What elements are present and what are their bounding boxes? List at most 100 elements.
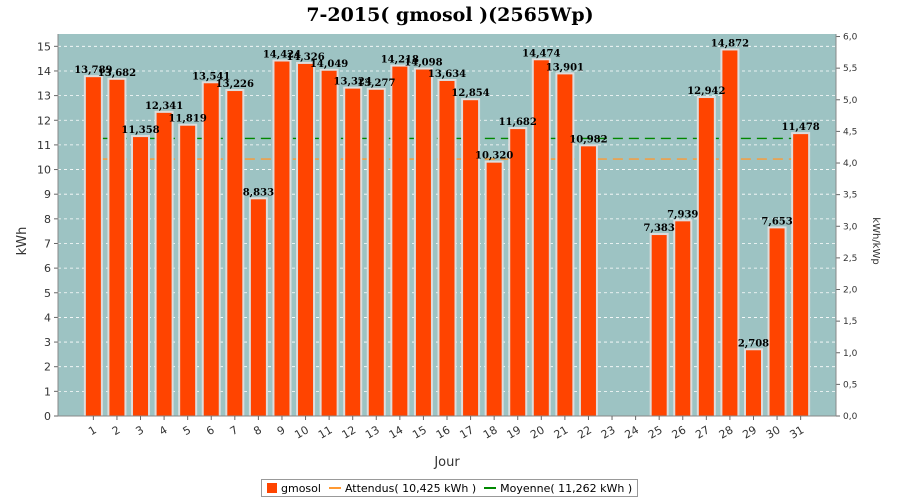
data-label: 12,942: [687, 86, 725, 97]
x-tick-label: 11: [316, 423, 335, 441]
y-tick-label: 13: [37, 90, 51, 103]
data-label: 7,939: [667, 209, 698, 220]
x-tick-label: 23: [599, 423, 618, 441]
bar: [133, 137, 149, 416]
data-label: 11,358: [121, 125, 159, 136]
x-tick-label: 26: [670, 423, 689, 441]
y-tick-label: 12: [37, 114, 51, 127]
y-right-tick-label: 2,5: [843, 254, 857, 264]
y-right-tick-label: 6,0: [843, 33, 858, 43]
data-label: 8,833: [243, 187, 274, 198]
legend-label-moyenne: Moyenne( 11,262 kWh ): [500, 481, 633, 495]
data-label: 10,320: [475, 151, 513, 162]
data-label: 14,218: [381, 55, 419, 66]
data-label: 14,872: [711, 38, 749, 49]
bar: [85, 77, 101, 416]
x-tick-label: 2: [110, 423, 123, 438]
bar: [486, 162, 502, 416]
data-label: 12,341: [145, 101, 183, 112]
x-tick-label: 9: [275, 423, 288, 438]
y-tick-label: 1: [44, 385, 51, 398]
data-label: 14,049: [310, 59, 348, 70]
bar: [227, 91, 243, 417]
bar: [109, 79, 125, 416]
data-label: 14,098: [404, 58, 442, 69]
data-label: 13,324: [334, 77, 372, 88]
x-tick-label: 28: [717, 423, 736, 441]
y-right-tick-label: 0,5: [843, 380, 857, 390]
y-tick-label: 11: [37, 139, 51, 152]
legend-label-attendus: Attendus( 10,425 kWh ): [344, 481, 477, 495]
bar: [180, 125, 196, 416]
x-tick-label: 8: [251, 423, 264, 438]
y-tick-label: 4: [44, 311, 51, 324]
x-tick-label: 18: [481, 423, 500, 441]
data-label: 13,541: [192, 71, 230, 82]
data-label: 7,653: [761, 216, 792, 227]
x-tick-label: 4: [157, 423, 170, 438]
bar: [651, 235, 667, 416]
legend-swatch-moyenne: [484, 487, 497, 489]
y-right-tick-label: 1,0: [843, 349, 858, 359]
y-right-tick-label: 1,5: [843, 317, 857, 327]
bar: [298, 63, 314, 417]
y-right-tick-label: 5,0: [843, 96, 858, 106]
data-label: 13,789: [74, 65, 112, 76]
x-tick-label: 1: [86, 423, 99, 438]
x-tick-label: 17: [457, 423, 476, 441]
bar: [557, 74, 573, 416]
bar: [345, 88, 361, 416]
bar: [580, 146, 596, 416]
data-label: 13,682: [98, 68, 136, 79]
y-right-tick-label: 4,5: [843, 127, 857, 137]
data-label: 11,682: [499, 117, 537, 128]
bar: [722, 50, 738, 416]
x-tick-label: 12: [340, 423, 359, 441]
y-right-tick-label: 4,0: [843, 159, 858, 169]
chart-title: 7-2015( gmosol )(2565Wp): [306, 4, 593, 26]
y-tick-label: 5: [44, 287, 51, 300]
x-tick-label: 5: [181, 423, 194, 438]
x-tick-label: 29: [740, 423, 759, 441]
bar: [793, 134, 809, 416]
bar: [250, 199, 266, 416]
bar: [533, 60, 549, 416]
x-tick-label: 24: [622, 423, 641, 441]
data-label: 7,383: [644, 223, 675, 234]
data-label: 13,901: [546, 62, 584, 73]
legend-swatch-attendus: [328, 487, 341, 489]
data-label: 14,326: [286, 52, 324, 63]
bar: [321, 70, 337, 416]
y-tick-label: 7: [44, 237, 51, 250]
bar: [463, 100, 479, 417]
x-tick-label: 6: [204, 423, 217, 438]
y-right-tick-label: 5,5: [843, 64, 857, 74]
x-tick-label: 10: [292, 423, 311, 441]
bar: [203, 83, 219, 416]
data-label: 14,424: [263, 50, 301, 61]
legend-item-attendus: Attendus( 10,425 kWh ): [328, 481, 477, 495]
bar: [439, 80, 455, 417]
bar: [675, 221, 691, 416]
x-tick-label: 25: [646, 423, 665, 441]
bar: [368, 89, 384, 416]
x-tick-label: 15: [410, 423, 429, 441]
legend-item-gmosol: gmosol: [267, 482, 321, 495]
x-tick-label: 16: [434, 423, 453, 441]
legend: gmosol Attendus( 10,425 kWh ) Moyenne( 1…: [261, 479, 639, 497]
x-tick-label: 21: [552, 423, 571, 441]
data-labels: 13,78913,68211,35812,34111,81913,54113,2…: [74, 38, 820, 349]
x-tick-label: 7: [228, 423, 241, 438]
data-label: 10,982: [569, 134, 607, 145]
y-tick-label: 10: [37, 164, 51, 177]
bar: [274, 61, 290, 417]
bar: [510, 129, 526, 417]
x-axis-label: Jour: [433, 455, 460, 470]
y-tick-label: 14: [37, 65, 51, 78]
y-right-tick-label: 2,0: [843, 286, 858, 296]
y-tick-label: 15: [37, 40, 51, 53]
y-tick-label: 2: [44, 361, 51, 374]
y-right-tick-label: 0,0: [843, 412, 858, 422]
y-axis-label: kWh: [15, 227, 30, 256]
data-label: 13,634: [428, 69, 466, 80]
